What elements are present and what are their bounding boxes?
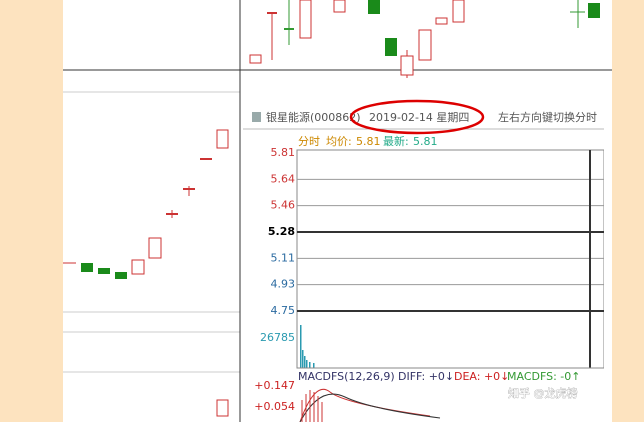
highlight-circle [349, 99, 485, 135]
mode: 分时 [298, 135, 320, 148]
macd-value: MACDFS: -0↑ [507, 370, 580, 383]
macd-dea: DEA: +0↓ [454, 370, 509, 383]
last: 5.81 [413, 135, 438, 148]
price-label: 5.46 [271, 199, 296, 212]
stock-name: 银星能源(000862) [266, 110, 361, 124]
avg-label: 均价: [326, 135, 352, 148]
price-label: 5.81 [271, 146, 296, 159]
price-label: 5.64 [271, 172, 296, 185]
hint: 左右方向键切换分时 [498, 110, 597, 124]
watermark: 知乎 @龙虎榜 [508, 386, 578, 400]
price-label: 4.75 [271, 304, 296, 317]
candles [63, 0, 600, 417]
macd-axis: +0.054 [254, 400, 295, 413]
left-lines [63, 91, 240, 373]
price-label: 5.28 [268, 225, 295, 238]
popup: 银星能源(000862) 2019-02-14 星期四 左右方向键切换分时 分时… [243, 104, 604, 422]
price-label: 4.93 [271, 278, 296, 291]
volume-label: 26785 [260, 331, 295, 344]
price-label: 5.11 [271, 251, 296, 264]
date: 2019-02-14 星期四 [369, 111, 469, 124]
avg: 5.81 [356, 135, 381, 148]
macd-axis: +0.147 [254, 379, 295, 392]
macd-diff: DIFF: +0↓ [398, 370, 454, 383]
macd-name: MACDFS(12,26,9) [298, 370, 395, 383]
last-label: 最新: [383, 134, 409, 148]
